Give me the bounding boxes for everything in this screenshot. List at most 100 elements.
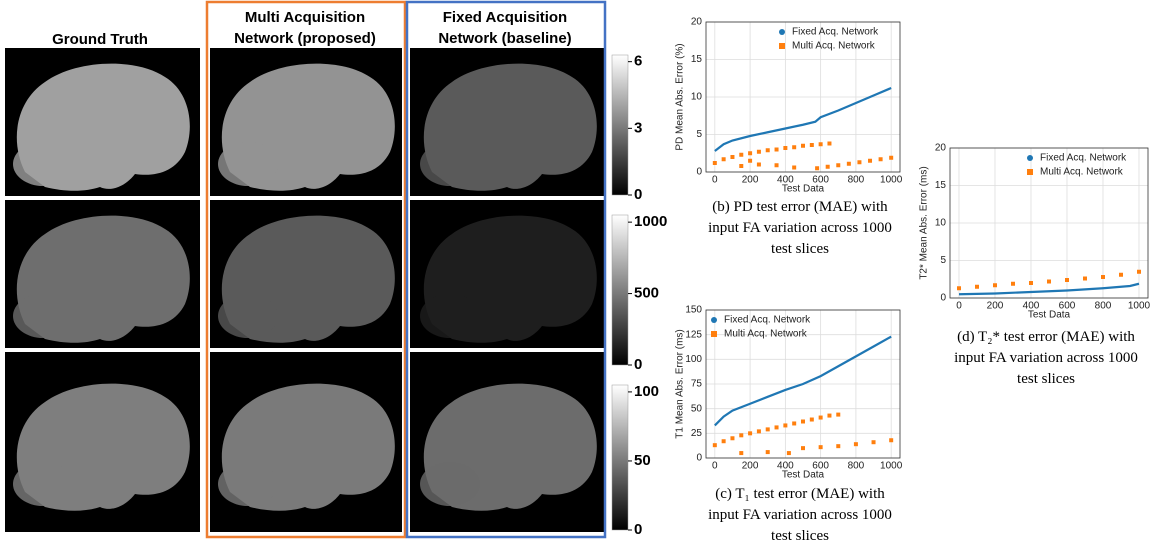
data-point <box>722 439 726 443</box>
data-point <box>868 159 872 163</box>
data-point <box>1029 281 1033 285</box>
legend-label: Multi Acq. Network <box>1040 167 1124 178</box>
y-tick-label: 125 <box>685 329 702 340</box>
data-point <box>1047 280 1051 284</box>
data-point <box>1011 282 1015 286</box>
data-point <box>1137 270 1141 274</box>
data-point <box>815 166 819 170</box>
x-axis-label: Test Data <box>782 470 825 481</box>
data-point <box>766 148 770 152</box>
data-point <box>792 421 796 425</box>
y-axis-label: PD Mean Abs. Error (%) <box>675 43 686 150</box>
data-point <box>826 165 830 169</box>
x-tick-label: 0 <box>956 301 962 312</box>
caption: (c) T₁ test error (MAE) withinput FA var… <box>708 486 892 540</box>
data-point <box>819 445 823 449</box>
data-point <box>783 423 787 427</box>
legend-label: Fixed Acq. Network <box>792 27 879 38</box>
data-point <box>993 283 997 287</box>
y-tick-label: 15 <box>935 180 947 191</box>
image-grid <box>5 48 605 532</box>
data-point <box>748 431 752 435</box>
x-tick-label: 1000 <box>880 461 903 472</box>
y-tick-label: 25 <box>691 428 703 439</box>
data-point <box>879 157 883 161</box>
legend-marker <box>1027 155 1033 161</box>
data-point <box>1065 278 1069 282</box>
data-point <box>748 159 752 163</box>
data-point <box>713 161 717 165</box>
data-point <box>748 151 752 155</box>
x-tick-label: 1000 <box>1128 301 1151 312</box>
series-line <box>715 337 891 426</box>
data-point <box>739 433 743 437</box>
colorbar-label: 100 <box>634 383 659 400</box>
data-point <box>757 150 761 154</box>
legend-marker <box>711 317 717 323</box>
column-header: Ground Truth <box>52 31 148 48</box>
data-point <box>766 427 770 431</box>
y-tick-label: 0 <box>940 293 946 304</box>
x-tick-label: 200 <box>742 461 759 472</box>
colorbar-label: 0 <box>634 186 642 203</box>
data-point <box>775 163 779 167</box>
data-point <box>854 442 858 446</box>
x-tick-label: 800 <box>848 461 865 472</box>
y-tick-label: 75 <box>691 379 703 390</box>
data-point <box>872 440 876 444</box>
colorbar-label: 0 <box>634 521 642 538</box>
data-point <box>730 155 734 159</box>
data-point <box>836 413 840 417</box>
x-axis-label: Test Data <box>1028 310 1071 321</box>
data-point <box>975 285 979 289</box>
data-point <box>847 162 851 166</box>
legend-label: Multi Acq. Network <box>792 41 876 52</box>
data-point <box>739 451 743 455</box>
colorbar <box>612 55 628 195</box>
data-point <box>889 156 893 160</box>
data-point <box>819 142 823 146</box>
figure: Ground Truth Multi AcquisitionNetwork (pr… <box>0 0 1161 540</box>
legend-marker <box>779 43 785 49</box>
data-point <box>819 416 823 420</box>
legend-marker <box>711 331 717 337</box>
colorbar-label: 1000 <box>634 213 667 230</box>
data-point <box>739 153 743 157</box>
x-tick-label: 800 <box>848 175 865 186</box>
y-tick-label: 20 <box>691 17 703 28</box>
x-tick-label: 1000 <box>880 175 903 186</box>
data-point <box>713 443 717 447</box>
data-point <box>757 429 761 433</box>
y-axis-label: T2* Mean Abs. Error (ms) <box>919 166 930 279</box>
data-point <box>787 451 791 455</box>
y-tick-label: 5 <box>940 255 946 266</box>
data-point <box>857 160 861 164</box>
y-tick-label: 100 <box>685 354 702 365</box>
data-point <box>783 146 787 150</box>
colorbar-label: 6 <box>634 53 642 70</box>
data-point <box>836 163 840 167</box>
y-axis-label: T1 Mean Abs. Error (ms) <box>675 329 686 438</box>
data-point <box>957 286 961 290</box>
series-line <box>959 284 1139 295</box>
series-line <box>715 88 891 151</box>
colorbar-label: 500 <box>634 285 659 302</box>
data-point <box>775 425 779 429</box>
data-point <box>1101 275 1105 279</box>
y-tick-label: 15 <box>691 54 703 65</box>
data-point <box>722 157 726 161</box>
x-tick-label: 200 <box>987 301 1004 312</box>
y-tick-label: 10 <box>691 92 703 103</box>
data-point <box>810 418 814 422</box>
data-point <box>739 164 743 168</box>
x-tick-label: 0 <box>712 175 718 186</box>
y-tick-label: 10 <box>935 218 947 229</box>
legend-marker <box>779 29 785 35</box>
data-point <box>775 148 779 152</box>
colorbar-label: 3 <box>634 119 642 136</box>
data-point <box>827 414 831 418</box>
